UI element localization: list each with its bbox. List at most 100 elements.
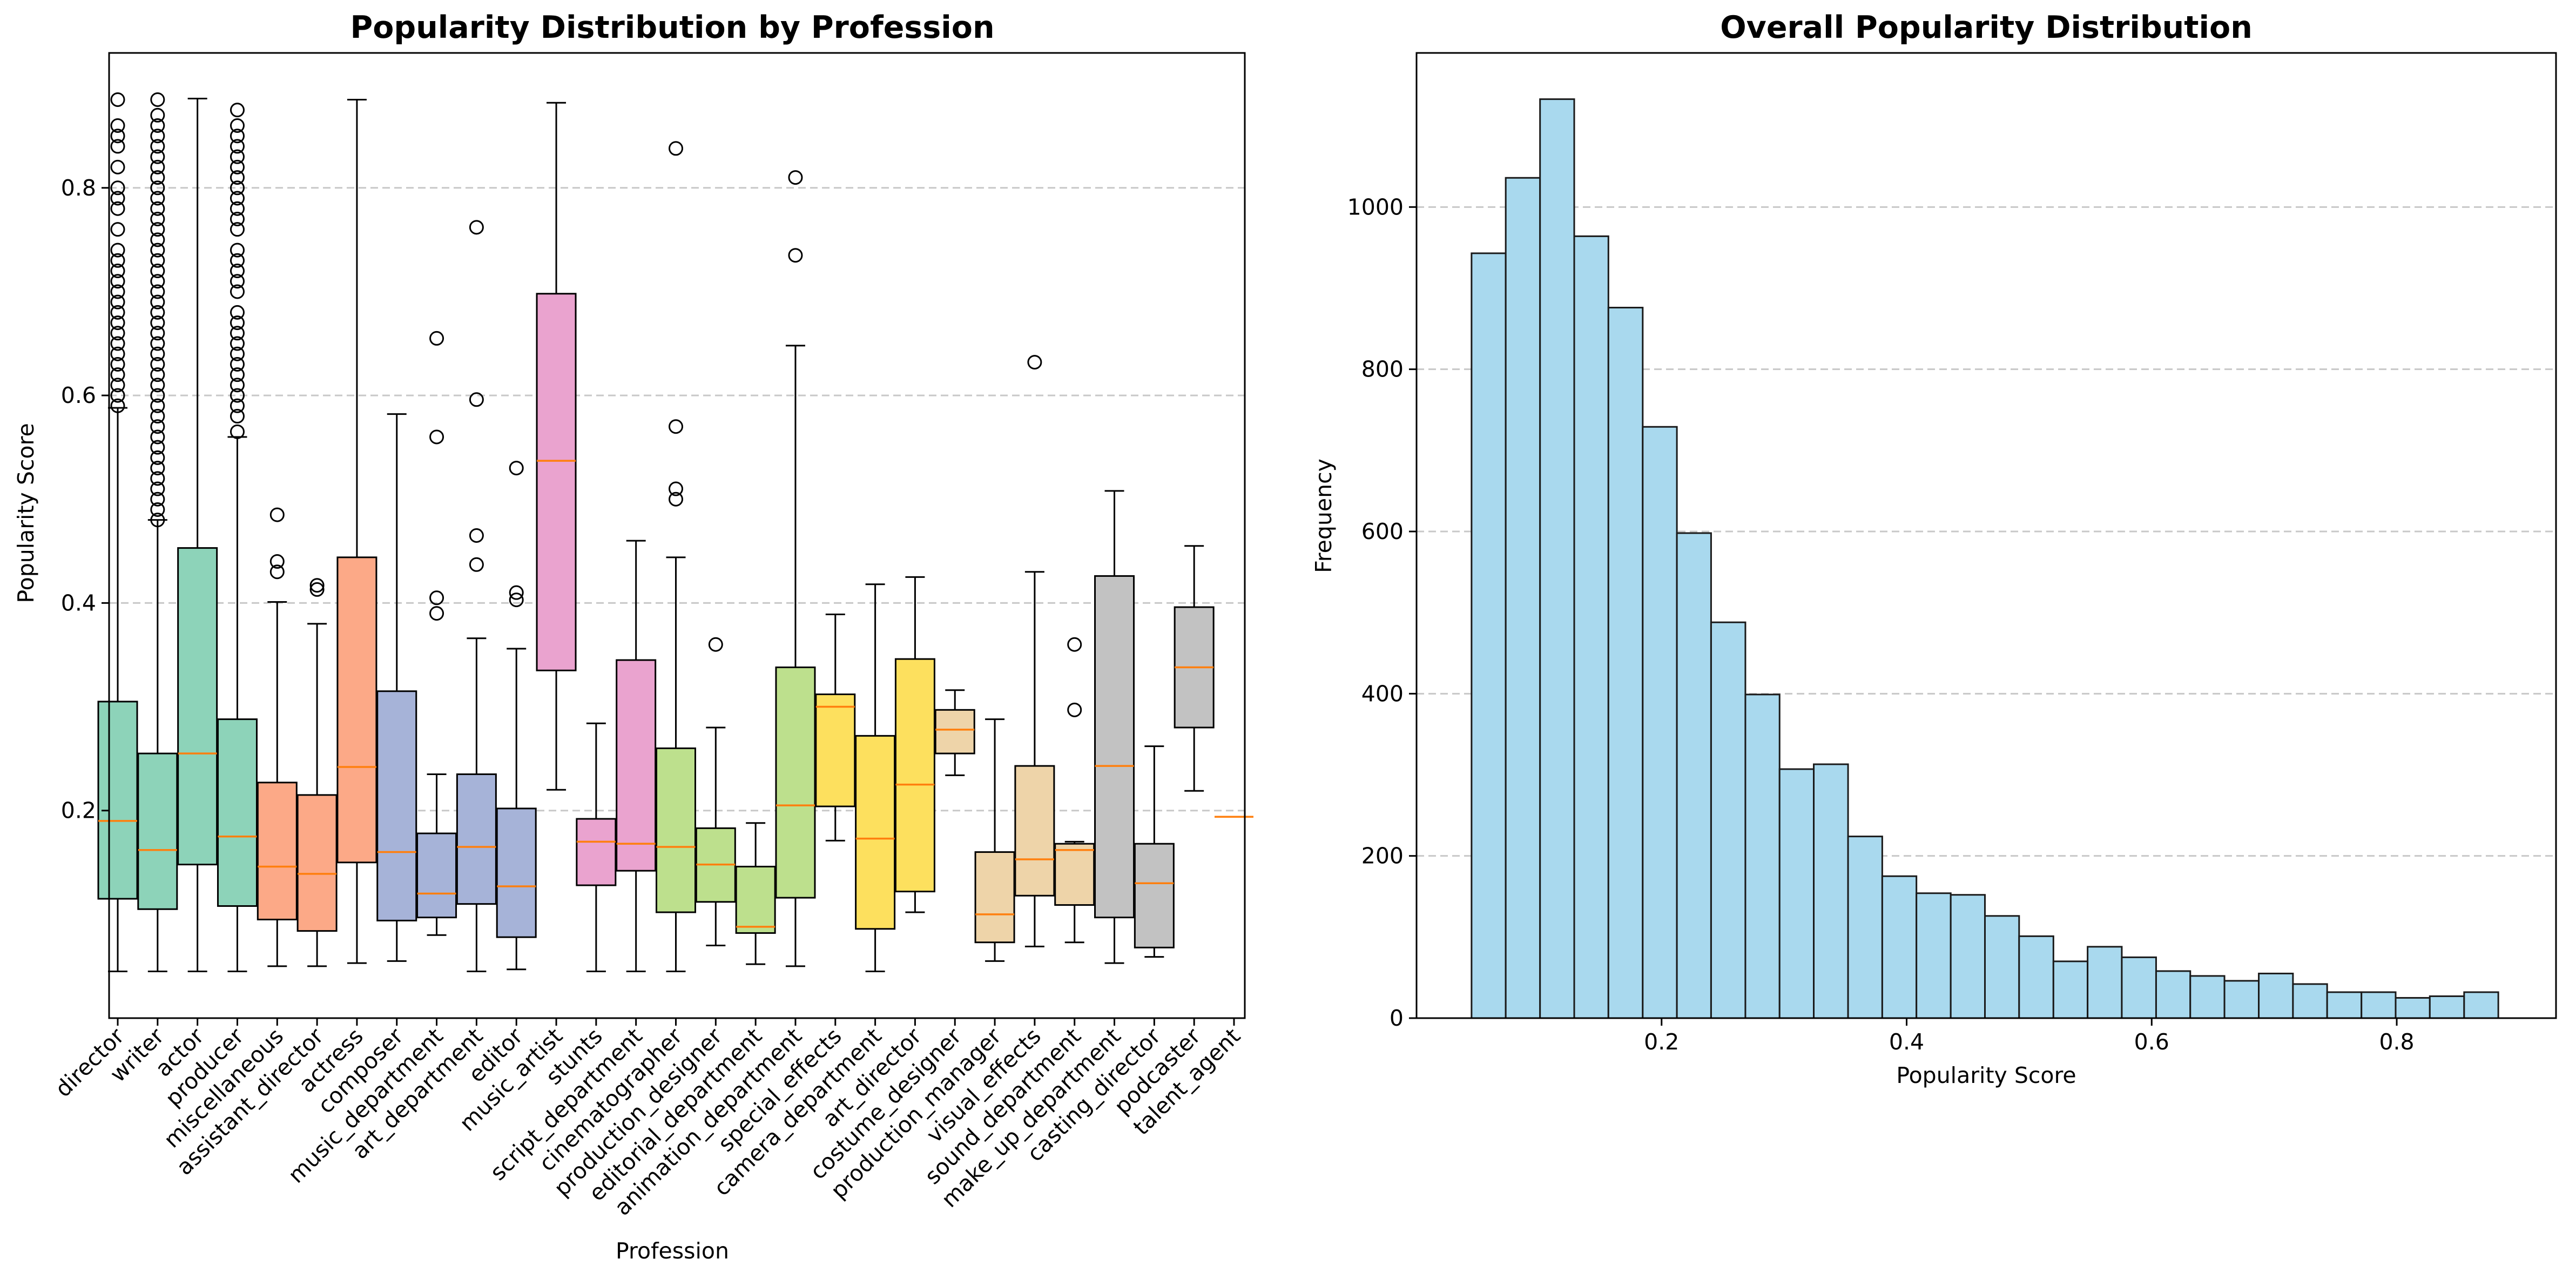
box-iqr: [296, 794, 338, 932]
outlier-point: [230, 336, 245, 351]
box-iqr: [496, 807, 537, 938]
outlier-point: [230, 388, 245, 403]
box-iqr: [137, 752, 178, 910]
box-iqr: [1094, 575, 1135, 919]
box-iqr: [97, 701, 138, 900]
histogram-bar: [1573, 235, 1609, 1019]
outlier-point: [230, 346, 245, 361]
boxplot-marks: [97, 92, 1253, 973]
box-script_department: [616, 540, 657, 973]
outlier-point: [150, 513, 165, 528]
boxplot-panel: 0.20.40.60.8 directorwriteractorproducer…: [13, 10, 1253, 1264]
outlier-point: [150, 305, 165, 320]
histogram-bar: [1813, 763, 1849, 1019]
histogram-bar: [2052, 960, 2089, 1019]
outlier-point: [150, 222, 165, 237]
box-miscellaneous: [257, 507, 298, 967]
outlier-point: [150, 450, 165, 465]
y-tick-label: 0.2: [61, 798, 96, 824]
histogram-bar: [1505, 177, 1541, 1019]
box-iqr: [855, 735, 896, 930]
outlier-point: [230, 243, 245, 258]
box-production_manager: [974, 718, 1015, 962]
box-iqr: [1054, 843, 1095, 906]
box-art_director: [894, 576, 935, 913]
outlier-point: [230, 159, 245, 174]
box-writer: [137, 92, 178, 973]
box-iqr: [934, 709, 975, 755]
box-podcaster: [1174, 545, 1215, 792]
outlier-point: [150, 388, 165, 403]
y-axis-label: Frequency: [1311, 459, 1337, 573]
box-composer: [376, 413, 417, 962]
outlier-point: [469, 392, 484, 407]
box-iqr: [974, 851, 1015, 944]
box-iqr: [656, 747, 696, 913]
histogram-bar: [2361, 991, 2397, 1019]
box-producer: [217, 103, 258, 973]
y-tick-label: 800: [1361, 356, 1404, 382]
box-visual_effects: [1014, 355, 1055, 947]
outlier-point: [708, 637, 723, 652]
plot-frame: [108, 52, 1246, 1019]
outlier-point: [150, 336, 165, 351]
y-axis-label: Popularity Score: [13, 423, 39, 603]
outlier-point: [230, 264, 245, 279]
outlier-point: [230, 149, 245, 164]
histogram-bar: [1984, 915, 2020, 1019]
box-art_department: [456, 220, 497, 973]
outlier-point: [150, 232, 165, 247]
outlier-point: [150, 211, 165, 226]
outlier-point: [429, 429, 444, 445]
outlier-point: [150, 378, 165, 393]
outlier-point: [150, 92, 165, 107]
y-tick-label: 400: [1361, 681, 1404, 706]
histogram-bar: [2189, 975, 2226, 1019]
x-tick-label: 0.4: [1889, 1029, 1924, 1055]
box-special_effects: [815, 614, 856, 842]
box-actor: [177, 98, 218, 973]
outlier-point: [230, 170, 245, 185]
histogram-bar: [2155, 970, 2191, 1019]
outlier-point: [110, 201, 125, 216]
outlier-point: [150, 107, 165, 123]
outlier-point: [150, 429, 165, 445]
histogram-bar: [2395, 997, 2431, 1019]
histogram-bar: [1744, 694, 1781, 1019]
histogram-bar: [1607, 307, 1644, 1019]
box-iqr: [894, 658, 935, 893]
outlier-point: [230, 315, 245, 331]
box-casting_director: [1134, 745, 1175, 958]
outlier-point: [150, 471, 165, 486]
box-iqr: [735, 865, 776, 934]
outlier-point: [230, 139, 245, 154]
box-stunts: [576, 722, 617, 973]
y-tick-label: 0.8: [61, 175, 96, 201]
outlier-point: [150, 419, 165, 434]
histogram-bar: [1916, 892, 1952, 1019]
box-assistant_director: [296, 578, 338, 967]
histogram-bar: [2121, 956, 2157, 1019]
outlier-point: [110, 367, 125, 382]
outlier-point: [150, 159, 165, 174]
outlier-point: [150, 315, 165, 331]
box-animation_department: [775, 170, 816, 967]
box-cinematographer: [656, 141, 696, 973]
outlier-point: [669, 419, 683, 434]
y-tick-label: 600: [1361, 519, 1404, 544]
outlier-point: [150, 502, 165, 517]
box-iqr: [336, 556, 377, 864]
outlier-point: [230, 284, 245, 299]
outlier-point: [110, 378, 125, 393]
outlier-point: [150, 264, 165, 279]
outlier-point: [110, 305, 125, 320]
outlier-point: [150, 294, 165, 309]
boxplot-title: Popularity Distribution by Profession: [350, 10, 994, 45]
x-tick-label: 0.8: [2379, 1029, 2414, 1055]
box-iqr: [576, 818, 617, 886]
outlier-point: [150, 253, 165, 268]
histogram-bar: [1847, 836, 1883, 1019]
outlier-point: [110, 92, 125, 107]
outlier-point: [150, 409, 165, 424]
box-iqr: [1014, 765, 1055, 897]
